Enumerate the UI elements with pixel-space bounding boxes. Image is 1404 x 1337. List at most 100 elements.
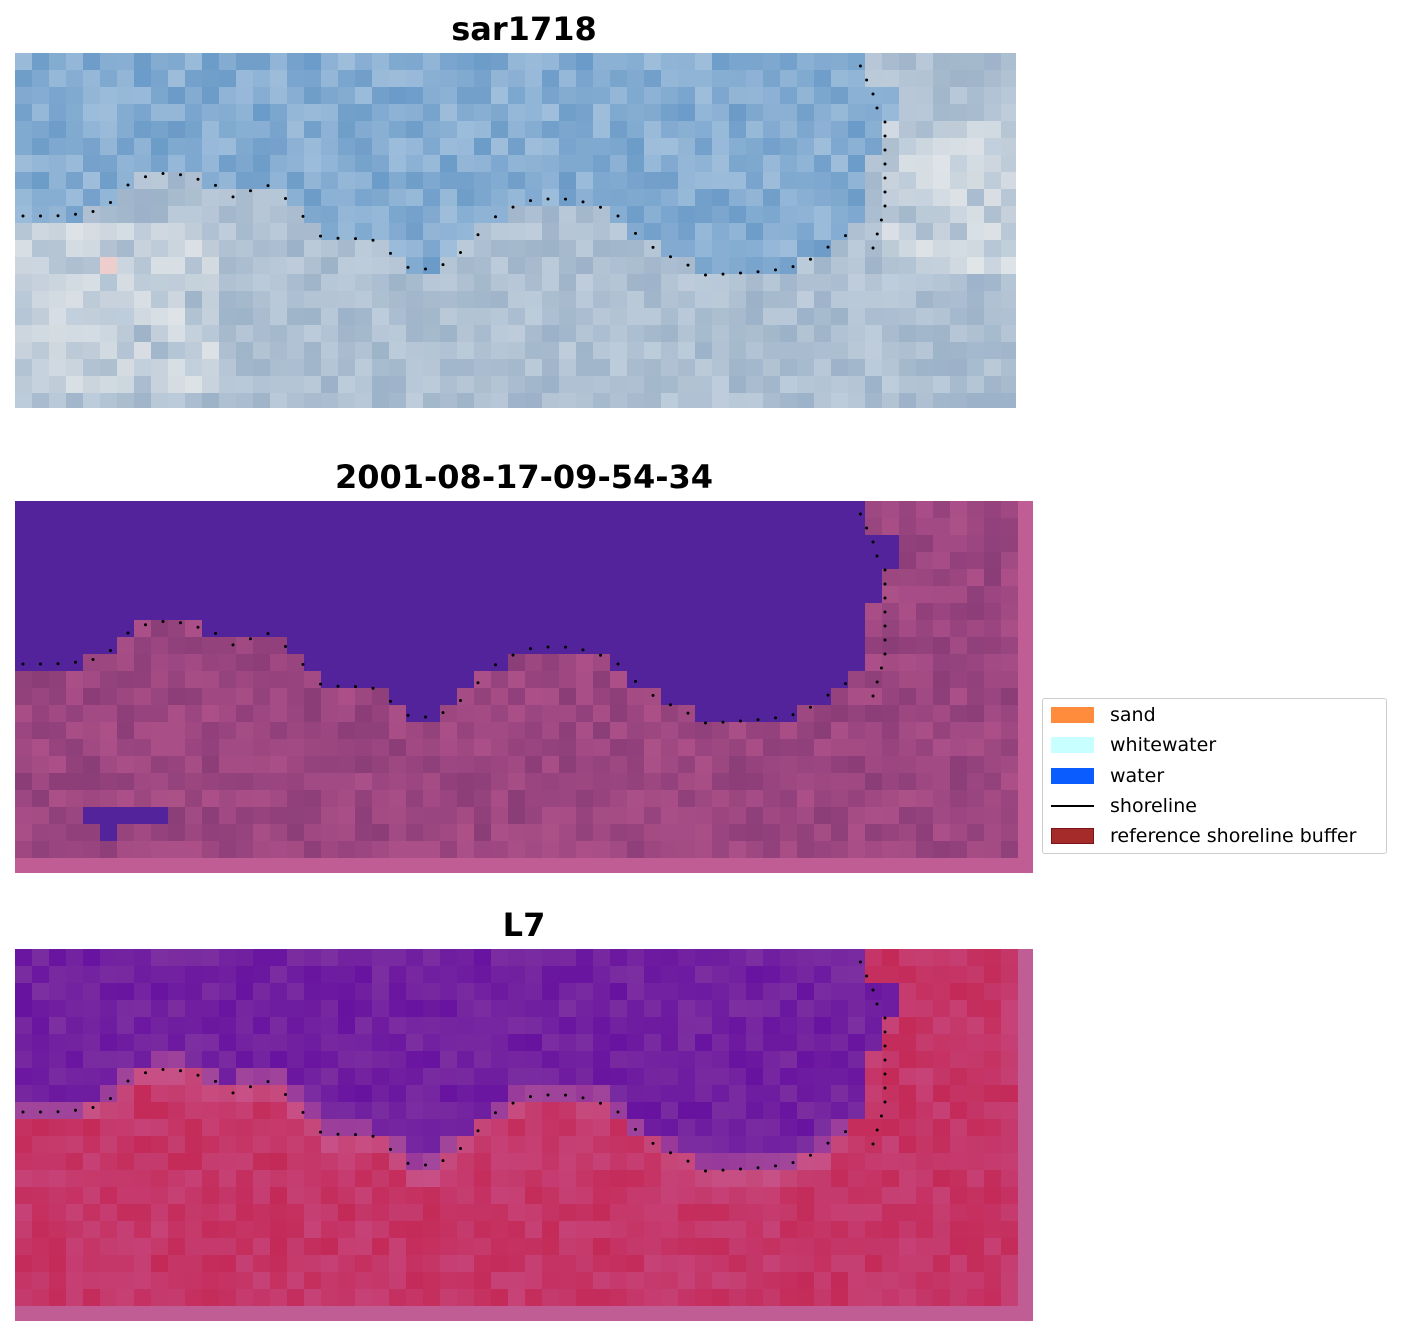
index-pixel xyxy=(1001,1255,1018,1272)
image-pixel xyxy=(933,240,950,257)
image-pixel xyxy=(831,342,848,359)
index-pixel xyxy=(610,1272,627,1289)
class-pixel xyxy=(593,705,610,722)
class-pixel xyxy=(15,824,32,841)
index-pixel xyxy=(253,1102,270,1119)
index-pixel xyxy=(661,1187,678,1204)
image-pixel xyxy=(338,53,355,70)
image-pixel xyxy=(134,70,151,87)
index-pixel xyxy=(542,1000,559,1017)
shoreline-point xyxy=(883,176,887,180)
image-pixel xyxy=(984,376,1001,393)
index-pixel xyxy=(814,1017,831,1034)
class-pixel xyxy=(1001,841,1018,858)
class-pixel xyxy=(916,671,933,688)
index-pixel xyxy=(508,1221,525,1238)
class-pixel xyxy=(763,722,780,739)
class-pixel xyxy=(117,637,134,654)
image-pixel xyxy=(780,104,797,121)
image-pixel xyxy=(151,393,168,408)
class-pixel xyxy=(304,535,321,552)
class-pixel xyxy=(423,790,440,807)
image-pixel xyxy=(83,359,100,376)
index-pixel xyxy=(134,1238,151,1255)
image-pixel xyxy=(134,308,151,325)
index-pixel xyxy=(304,966,321,983)
image-pixel xyxy=(202,240,219,257)
index-pixel xyxy=(219,1000,236,1017)
shoreline-point xyxy=(74,1108,77,1112)
class-pixel xyxy=(372,586,389,603)
image-pixel xyxy=(610,121,627,138)
image-pixel xyxy=(695,342,712,359)
index-pixel xyxy=(525,966,542,983)
index-pixel xyxy=(219,1255,236,1272)
image-pixel xyxy=(117,325,134,342)
image-pixel xyxy=(372,325,389,342)
image-pixel xyxy=(865,393,882,408)
class-pixel xyxy=(525,756,542,773)
class-pixel xyxy=(32,824,49,841)
index-pixel xyxy=(746,1204,763,1221)
class-pixel xyxy=(287,620,304,637)
shoreline-point xyxy=(284,645,287,648)
index-pixel xyxy=(151,1289,168,1306)
index-pixel xyxy=(797,1119,814,1136)
class-pixel xyxy=(457,756,474,773)
index-pixel xyxy=(848,1136,865,1153)
image-pixel xyxy=(287,342,304,359)
index-pixel xyxy=(508,1136,525,1153)
index-pixel xyxy=(508,1272,525,1289)
index-pixel xyxy=(457,1221,474,1238)
image-pixel xyxy=(338,274,355,291)
class-pixel xyxy=(338,569,355,586)
index-pixel xyxy=(1001,1102,1018,1119)
index-pixel xyxy=(117,1272,134,1289)
index-pixel xyxy=(270,1204,287,1221)
index-pixel xyxy=(304,1272,321,1289)
index-pixel xyxy=(355,1221,372,1238)
index-pixel xyxy=(508,1187,525,1204)
index-pixel xyxy=(899,1204,916,1221)
class-pixel xyxy=(831,569,848,586)
image-pixel xyxy=(270,53,287,70)
index-pixel xyxy=(712,1272,729,1289)
index-pixel xyxy=(627,1272,644,1289)
class-pixel xyxy=(219,824,236,841)
index-pixel xyxy=(967,1238,984,1255)
shoreline-point xyxy=(883,624,887,628)
class-pixel xyxy=(219,739,236,756)
image-pixel xyxy=(746,393,763,408)
image-pixel xyxy=(729,257,746,274)
index-pixel xyxy=(49,966,66,983)
class-pixel xyxy=(967,722,984,739)
class-pixel xyxy=(338,705,355,722)
image-pixel xyxy=(168,121,185,138)
image-pixel xyxy=(15,240,32,257)
class-pixel xyxy=(219,501,236,518)
image-pixel xyxy=(933,291,950,308)
image-pixel xyxy=(542,121,559,138)
index-pixel xyxy=(831,1272,848,1289)
image-pixel xyxy=(134,342,151,359)
class-pixel xyxy=(814,807,831,824)
index-pixel xyxy=(882,1204,899,1221)
shoreline-point xyxy=(511,653,515,657)
class-pixel xyxy=(372,841,389,858)
image-pixel xyxy=(389,342,406,359)
image-pixel xyxy=(882,308,899,325)
class-pixel xyxy=(576,773,593,790)
class-pixel xyxy=(423,705,440,722)
class-pixel xyxy=(270,739,287,756)
image-pixel xyxy=(933,359,950,376)
class-pixel xyxy=(457,586,474,603)
image-pixel xyxy=(695,189,712,206)
image-pixel xyxy=(117,291,134,308)
class-pixel xyxy=(1001,654,1018,671)
shoreline-point xyxy=(774,268,777,272)
image-pixel xyxy=(542,342,559,359)
index-pixel xyxy=(967,1153,984,1170)
image-pixel xyxy=(746,53,763,70)
index-pixel xyxy=(236,1289,253,1306)
class-pixel xyxy=(865,620,882,637)
